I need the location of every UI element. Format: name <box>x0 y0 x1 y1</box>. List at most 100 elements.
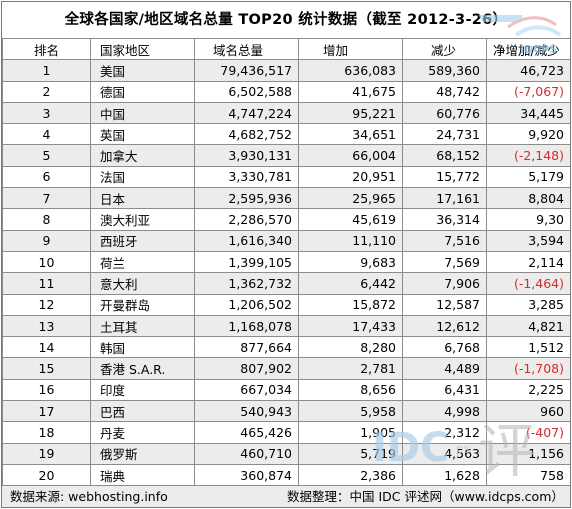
cell-decrease: 36,314 <box>402 208 487 231</box>
cell-country: 开曼群岛 <box>90 293 195 316</box>
watermark-bottom-glyph: 评 <box>478 417 536 485</box>
cell-increase: 41,675 <box>298 80 403 103</box>
cell-net: 4,821 <box>486 314 570 338</box>
cell-net: (-1,708) <box>486 357 570 380</box>
cell-decrease: 17,161 <box>402 187 487 210</box>
cell-country: 意大利 <box>90 272 195 295</box>
cell-net: 960 <box>486 400 570 423</box>
table-footer: 数据来源: webhosting.info 数据整理：中国 IDC 评述网（ww… <box>2 485 570 507</box>
table-row: 11 意大利 1,362,732 6,442 7,906 (-1,464) <box>2 272 570 295</box>
cell-rank: 4 <box>2 123 91 146</box>
cell-rank: 8 <box>2 208 91 231</box>
cell-increase: 34,651 <box>298 123 403 146</box>
cell-country: 加拿大 <box>90 144 195 167</box>
cell-net: 1,156 <box>486 442 570 465</box>
table-header-row: 排名 国家地区 域名总量 增加 减少 净增加/减少 <box>2 37 570 61</box>
cell-net: 5,179 <box>486 165 570 189</box>
cell-increase: 17,433 <box>298 314 403 338</box>
table-row: 12 开曼群岛 1,206,502 15,872 12,587 3,285 <box>2 293 570 316</box>
cell-country: 英国 <box>90 123 195 146</box>
cell-rank: 2 <box>2 80 91 103</box>
table-row: 4 英国 4,682,752 34,651 24,731 9,920 <box>2 123 570 146</box>
cell-increase: 95,221 <box>298 101 403 125</box>
cell-total: 79,436,517 <box>194 59 299 82</box>
cell-country: 韩国 <box>90 336 195 359</box>
cell-increase: 5,958 <box>298 400 403 423</box>
cell-decrease: 12,587 <box>402 293 487 316</box>
table-row: 19 俄罗斯 460,710 5,719 4,563 1,156 <box>2 442 570 465</box>
cell-decrease: 7,516 <box>402 229 487 252</box>
table-row: 6 法国 3,330,781 20,951 15,772 5,179 <box>2 165 570 189</box>
table-row: 14 韩国 877,664 8,280 6,768 1,512 <box>2 336 570 359</box>
cell-total: 1,399,105 <box>194 250 299 274</box>
table-row: 18 丹麦 465,426 1,905 2,312 (-407) <box>2 421 570 444</box>
cell-total: 4,682,752 <box>194 123 299 146</box>
cell-increase: 11,110 <box>298 229 403 252</box>
cell-increase: 25,965 <box>298 187 403 210</box>
cell-total: 4,747,224 <box>194 101 299 125</box>
cell-total: 6,502,588 <box>194 80 299 103</box>
cell-net: 2,114 <box>486 250 570 274</box>
cell-decrease: 48,742 <box>402 80 487 103</box>
cell-country: 西班牙 <box>90 229 195 252</box>
cell-net: 1,512 <box>486 336 570 359</box>
cell-country: 法国 <box>90 165 195 189</box>
cell-total: 1,168,078 <box>194 314 299 338</box>
table-row: 7 日本 2,595,936 25,965 17,161 8,804 <box>2 187 570 210</box>
cell-country: 土耳其 <box>90 314 195 338</box>
cell-decrease: 4,563 <box>402 442 487 465</box>
domain-stats-table: 排名 国家地区 域名总量 增加 减少 净增加/减少 1 美国 79,436,517 6… <box>2 37 570 487</box>
cell-decrease: 1,628 <box>402 463 487 487</box>
cell-net: (-1,464) <box>486 272 570 295</box>
cell-net: 9,30 <box>486 208 570 231</box>
cell-total: 877,664 <box>194 336 299 359</box>
cell-net: 8,804 <box>486 187 570 210</box>
table-row: 2 德国 6,502,588 41,675 48,742 (-7,067) <box>2 80 570 103</box>
cell-net: 758 <box>486 463 570 487</box>
table-body: 1 美国 79,436,517 636,083 589,360 46,723 2 德国 6,50… <box>2 59 570 487</box>
footer-source: 数据来源: webhosting.info <box>10 489 168 504</box>
cell-increase: 45,619 <box>298 208 403 231</box>
header-rank: 排名 <box>2 37 91 61</box>
table-row: 3 中国 4,747,224 95,221 60,776 34,445 <box>2 101 570 125</box>
cell-increase: 2,386 <box>298 463 403 487</box>
cell-decrease: 12,612 <box>402 314 487 338</box>
idc-watermark-bottom-logo: IDC ps 评 <box>372 417 536 485</box>
table-row: 10 荷兰 1,399,105 9,683 7,569 2,114 <box>2 250 570 274</box>
cell-total: 465,426 <box>194 421 299 444</box>
cell-country: 中国 <box>90 101 195 125</box>
header-country: 国家地区 <box>90 37 195 61</box>
cell-net: 3,285 <box>486 293 570 316</box>
cell-rank: 10 <box>2 250 91 274</box>
cell-total: 540,943 <box>194 400 299 423</box>
cell-increase: 5,719 <box>298 442 403 465</box>
cell-increase: 9,683 <box>298 250 403 274</box>
cell-rank: 9 <box>2 229 91 252</box>
cell-total: 360,874 <box>194 463 299 487</box>
cell-rank: 14 <box>2 336 91 359</box>
table-row: 9 西班牙 1,616,340 11,110 7,516 3,594 <box>2 229 570 252</box>
cell-rank: 20 <box>2 463 91 487</box>
table-row: 16 印度 667,034 8,656 6,431 2,225 <box>2 378 570 402</box>
cell-rank: 12 <box>2 293 91 316</box>
cell-total: 807,902 <box>194 357 299 380</box>
cell-country: 荷兰 <box>90 250 195 274</box>
cell-rank: 1 <box>2 59 91 82</box>
cell-net: 34,445 <box>486 101 570 125</box>
cell-increase: 6,442 <box>298 272 403 295</box>
cell-rank: 7 <box>2 187 91 210</box>
table-row: 17 巴西 540,943 5,958 4,998 960 <box>2 400 570 423</box>
cell-total: 2,286,570 <box>194 208 299 231</box>
cell-increase: 636,083 <box>298 59 403 82</box>
cell-total: 460,710 <box>194 442 299 465</box>
cell-decrease: 68,152 <box>402 144 487 167</box>
cell-increase: 2,781 <box>298 357 403 380</box>
cell-decrease: 6,431 <box>402 378 487 402</box>
watermark-top-text: IDCPS <box>520 43 557 56</box>
cell-decrease: 4,489 <box>402 357 487 380</box>
table-row: 20 瑞典 360,874 2,386 1,628 758 <box>2 463 570 487</box>
cell-increase: 1,905 <box>298 421 403 444</box>
cell-rank: 13 <box>2 314 91 338</box>
cell-country: 德国 <box>90 80 195 103</box>
cell-decrease: 7,906 <box>402 272 487 295</box>
